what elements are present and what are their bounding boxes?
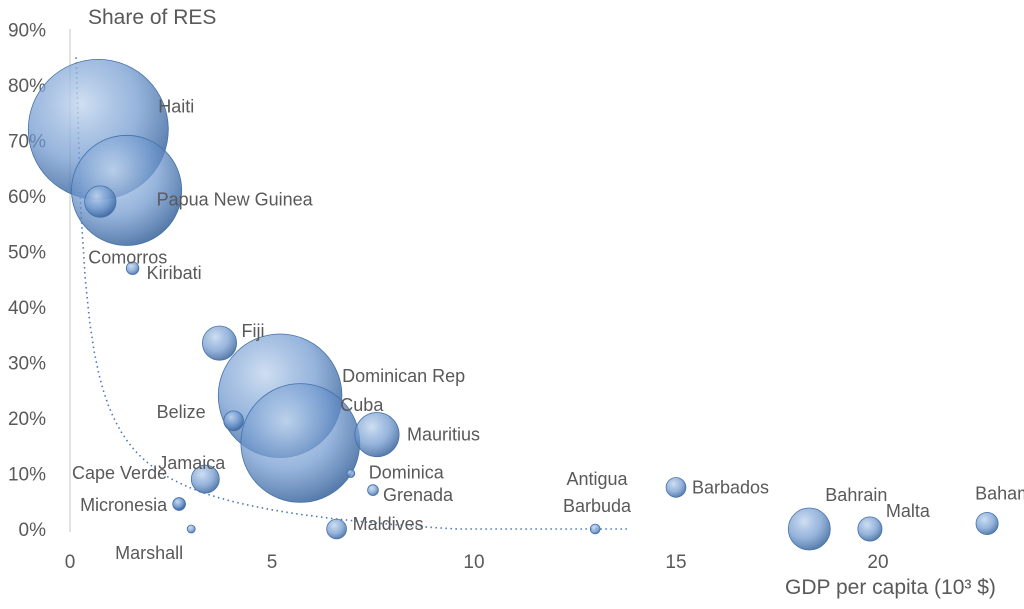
- point-label: Bahrain: [825, 485, 887, 505]
- y-tick-label: 20%: [8, 409, 46, 430]
- point-label: Maldives: [353, 514, 424, 534]
- point-label: Malta: [886, 501, 931, 521]
- y-tick-label: 80%: [8, 76, 46, 97]
- bubble-grenada: [367, 484, 379, 496]
- bubble-barbados: [665, 477, 687, 498]
- x-tick-label: 20: [867, 552, 888, 573]
- bubble-dominica: [346, 469, 356, 478]
- point-label: Grenada: [383, 485, 454, 505]
- point-label: Comorros: [88, 248, 167, 268]
- x-tick-label: 10: [463, 552, 484, 573]
- point-label: Bahamas: [975, 484, 1024, 504]
- point-label: Cuba: [340, 395, 384, 415]
- y-tick-label: 0%: [19, 520, 47, 541]
- point-label: Fiji: [242, 321, 265, 341]
- y-tick-label: 50%: [8, 243, 46, 264]
- point-label: Marshall: [115, 543, 183, 563]
- bubble-fiji: [201, 325, 237, 361]
- trendline: [75, 57, 628, 530]
- point-label: Belize: [157, 402, 206, 422]
- bubble-comorros: [84, 185, 117, 218]
- bubble-belize: [223, 410, 244, 432]
- point-label: Papua New Guinea: [157, 189, 314, 209]
- point-label: Kiribati: [147, 263, 202, 283]
- bubble-antigua-barbuda: [589, 523, 601, 535]
- point-label: Cape Verde: [72, 463, 167, 483]
- bubble-bahrain: [787, 507, 831, 551]
- point-label: Dominican Rep: [342, 366, 465, 386]
- point-label: Dominica: [369, 463, 445, 483]
- bubble-bahamas: [975, 512, 999, 536]
- x-tick-label: 5: [267, 552, 278, 573]
- y-tick-label: 10%: [8, 465, 46, 486]
- point-label: Barbados: [692, 477, 769, 497]
- x-tick-label: 15: [665, 552, 686, 573]
- point-label: Jamaica: [158, 453, 226, 473]
- point-label: Barbuda: [563, 496, 632, 516]
- x-axis-ticks: 0 5 10 15 20: [65, 552, 889, 573]
- bubbles: [27, 58, 999, 551]
- point-label: Antigua: [566, 469, 628, 489]
- bubble-mauritius: [354, 412, 400, 458]
- point-label: Haiti: [158, 96, 194, 116]
- bubble-marshall: [186, 524, 196, 534]
- y-tick-label: 60%: [8, 187, 46, 208]
- y-tick-label: 90%: [8, 21, 46, 42]
- y-tick-label: 40%: [8, 298, 46, 319]
- bubble-maldives: [326, 518, 347, 540]
- y-tick-label: 30%: [8, 354, 46, 375]
- point-label: Mauritius: [407, 425, 480, 445]
- y-axis-title: Share of RES: [88, 6, 216, 29]
- bubble-jamaica: [190, 464, 220, 494]
- bubble-kiribati: [125, 261, 140, 275]
- point-label: Micronesia: [80, 495, 168, 515]
- x-tick-label: 0: [65, 552, 76, 573]
- bubble-papua-new-guinea: [71, 134, 183, 246]
- bubble-malta: [857, 516, 883, 542]
- bubble-micronesia: [172, 497, 186, 511]
- x-axis-title: GDP per capita (10³ $): [785, 576, 996, 599]
